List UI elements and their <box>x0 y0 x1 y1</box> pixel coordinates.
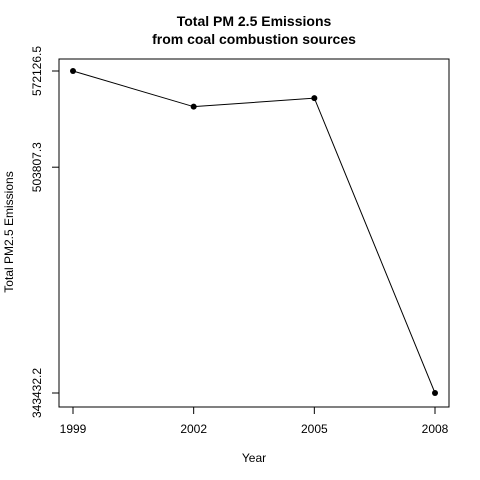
y-axis-label: Total PM2.5 Emissions <box>2 171 16 292</box>
plot-frame <box>58 58 450 408</box>
chart-title-line-1: Total PM 2.5 Emissions <box>177 13 332 29</box>
y-tick-label: 343432.2 <box>30 368 44 418</box>
series-group <box>70 68 438 396</box>
y-axis: 343432.2 503807.3 572126.5 <box>30 46 59 418</box>
series-line <box>72 70 436 394</box>
data-point <box>190 103 197 110</box>
y-tick-label: 572126.5 <box>30 46 44 96</box>
data-point <box>311 95 318 102</box>
data-point <box>70 68 76 74</box>
y-tick-label: 503807.3 <box>30 142 44 192</box>
x-tick-label: 2005 <box>301 422 328 436</box>
data-point <box>432 390 438 396</box>
chart-title-line-2: from coal combustion sources <box>152 31 356 47</box>
x-axis: 1999 2002 2005 2008 <box>60 407 449 436</box>
x-tick-label: 2008 <box>422 422 449 436</box>
x-tick-label: 2002 <box>180 422 207 436</box>
x-tick-label: 1999 <box>60 422 87 436</box>
x-axis-label: Year <box>242 451 266 465</box>
